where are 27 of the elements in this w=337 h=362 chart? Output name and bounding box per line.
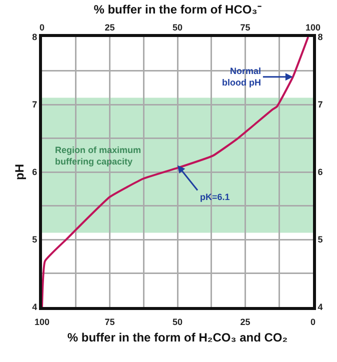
x2-tick-label: 75 [240,22,250,32]
y-tick-label: 6 [32,167,38,178]
x-tick-label: 50 [172,316,183,327]
y2-tick-label: 4 [318,302,323,312]
annotation: Normal blood pH [222,66,261,88]
band-label: Region of maximum buffering capacity [55,145,142,167]
x-tick-label: 100 [34,316,50,327]
y-axis-title: pH [12,164,26,180]
line-series [42,37,310,307]
y-tick-label: 4 [32,302,38,312]
y-tick-label: 5 [32,234,38,245]
x-tick-label: 0 [310,316,316,327]
annotation: pK=6.1 [200,192,230,202]
x-tick-label: 75 [104,316,115,327]
x2-tick-label: 100 [305,22,321,32]
x-tick-label: 25 [240,316,250,327]
x2-tick-label: 50 [172,22,183,32]
y-tick-label: 7 [32,100,38,110]
y2-tick-label: 6 [318,167,323,178]
x2-axis-title: % buffer in the form of HCO₃⁻ [94,2,262,17]
y-tick-label: 8 [32,32,38,42]
x-axis-title: % buffer in the form of H₂CO₃ and CO₂ [67,330,288,345]
x2-tick-label: 25 [104,22,115,32]
y2-tick-label: 5 [318,234,323,245]
x2-tick-label: 0 [39,22,45,32]
y2-tick-label: 8 [318,32,323,42]
y2-tick-label: 7 [318,100,323,110]
